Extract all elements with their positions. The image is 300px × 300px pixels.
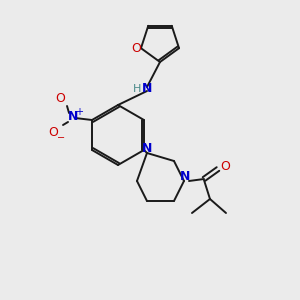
- Text: H: H: [133, 84, 141, 94]
- Text: O: O: [55, 92, 65, 106]
- Text: N: N: [142, 82, 152, 95]
- Text: O: O: [131, 42, 141, 55]
- Text: O: O: [220, 160, 230, 173]
- Text: +: +: [75, 107, 83, 117]
- Text: N: N: [68, 110, 78, 124]
- Text: N: N: [142, 142, 152, 155]
- Text: −: −: [57, 133, 65, 143]
- Text: N: N: [180, 170, 190, 184]
- Text: O: O: [48, 127, 58, 140]
